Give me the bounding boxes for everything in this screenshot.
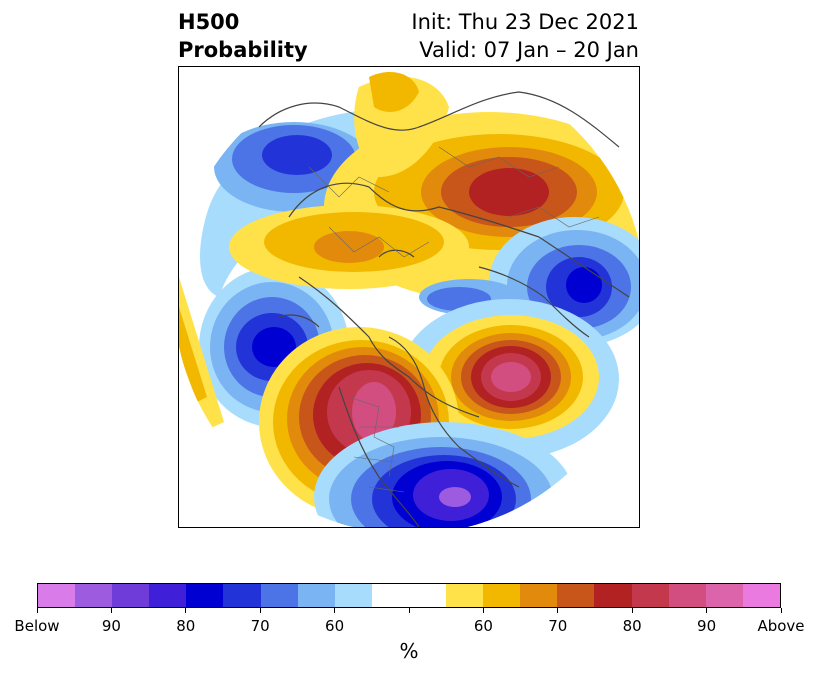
country-borders: [308, 146, 600, 493]
colorbar: [37, 583, 781, 608]
colorbar-tick-label: 80: [622, 617, 642, 635]
colorbar-tick-label: 90: [101, 617, 121, 635]
colorbar-unit-label: %: [399, 639, 419, 663]
coastlines: [258, 91, 630, 527]
colorbar-swatch: [631, 584, 669, 607]
colorbar-tick: [631, 608, 633, 613]
colorbar-swatch: [594, 584, 632, 607]
colorbar-swatch: [520, 584, 558, 607]
colorbar-tick: [482, 608, 484, 613]
colorbar-tick-label: Below: [14, 617, 60, 635]
init-date: Init: Thu 23 Dec 2021: [411, 10, 639, 34]
colorbar-swatch: [334, 584, 372, 607]
probability-map: [178, 66, 640, 528]
colorbar-tick: [780, 608, 782, 613]
colorbar-swatch: [408, 584, 447, 607]
colorbar-swatch: [297, 584, 335, 607]
title-variable: H500: [178, 10, 240, 34]
colorbar-swatch: [149, 584, 187, 607]
colorbar-tick-label: 60: [325, 617, 345, 635]
colorbar-tick: [706, 608, 708, 613]
chart-title: H500 Probability: [178, 8, 308, 64]
colorbar-swatch: [260, 584, 298, 607]
colorbar-tick-label: 80: [176, 617, 196, 635]
anomaly-north-atlantic-below: [199, 267, 349, 427]
colorbar-tick: [259, 608, 261, 613]
colorbar-tick: [408, 608, 410, 613]
colorbar-tick: [557, 608, 559, 613]
colorbar-tick-label: 90: [697, 617, 717, 635]
colorbar-swatch: [112, 584, 150, 607]
colorbar-tick-label: 70: [548, 617, 568, 635]
colorbar-tick: [185, 608, 187, 613]
valid-range: Valid: 07 Jan – 20 Jan: [419, 38, 639, 62]
colorbar-tick-label: 70: [250, 617, 270, 635]
map-canvas: [179, 72, 639, 527]
colorbar-swatch: [371, 584, 409, 607]
colorbar-swatch: [223, 584, 261, 607]
colorbar-swatch: [483, 584, 521, 607]
colorbar-swatch: [705, 584, 743, 607]
title-type: Probability: [178, 38, 308, 62]
colorbar-swatch: [38, 584, 76, 607]
colorbar-ticks: [36, 608, 782, 616]
colorbar-tick: [36, 608, 38, 613]
colorbar-swatch: [668, 584, 706, 607]
colorbar-tick: [334, 608, 336, 613]
anomaly-west-edge-above: [179, 277, 224, 429]
colorbar-tick-label: Above: [757, 617, 805, 635]
chart-dates: Init: Thu 23 Dec 2021 Valid: 07 Jan – 20…: [411, 8, 639, 64]
anomaly-eastern-north-america-below: [314, 422, 574, 527]
colorbar-swatch: [446, 584, 484, 607]
colorbar-tick: [110, 608, 112, 613]
colorbar-swatch: [557, 584, 595, 607]
colorbar-swatch: [186, 584, 224, 607]
anomaly-eastern-asia-below: [419, 217, 639, 347]
colorbar-tick-label: 60: [473, 617, 493, 635]
colorbar-swatch: [75, 584, 113, 607]
colorbar-swatch: [742, 584, 780, 607]
